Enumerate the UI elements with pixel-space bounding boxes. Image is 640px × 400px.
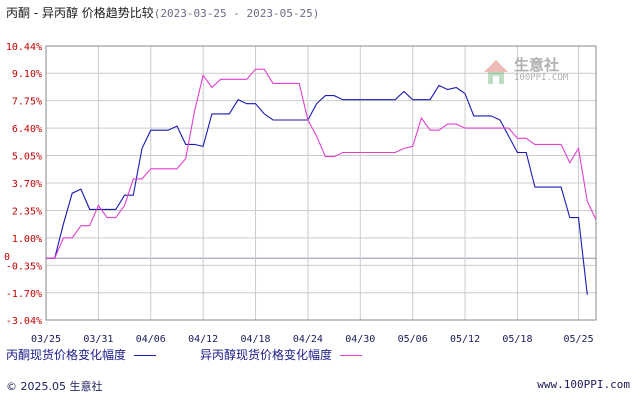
x-tick-label: 05/06 [398,334,428,345]
x-tick-label: 04/06 [136,334,166,345]
x-tick-label: 05/25 [563,334,593,345]
y-tick-label: 5.05% [12,152,42,163]
x-tick-label: 03/25 [31,334,61,345]
legend-swatch-1 [134,355,157,356]
y-tick-label: -0.35% [6,261,42,272]
footer-copyright: © 2025.05 生意社 [6,380,103,393]
footer-url: www.100PPI.com [537,378,630,391]
x-tick-label: 04/12 [188,334,218,345]
series-line-1 [46,84,588,295]
x-tick-label: 05/12 [450,334,480,345]
chart-title: 丙酮 - 异丙醇 价格趋势比较(2023-03-25 - 2023-05-25) [6,4,319,21]
y-tick-label: -1.70% [6,289,42,300]
legend-label-2: 异丙醇现货价格变化幅度 [200,348,333,362]
x-tick-label: 04/24 [293,334,323,345]
watermark-brand: 生意社 [514,56,560,74]
x-tick-label: 05/18 [502,334,532,345]
zero-label: 0 [4,252,10,263]
legend-swatch-2 [340,355,363,356]
series-line-2 [46,68,597,259]
watermark-logo: 生意社 100PPI.COM [480,54,590,92]
date-range: (2023-03-25 - 2023-05-25) [153,7,320,20]
y-tick-label: 3.70% [12,179,42,190]
y-tick-label: 1.00% [12,234,42,245]
legend-label-1: 丙酮现货价格变化幅度 [6,348,127,362]
legend-item-1: 丙酮现货价格变化幅度 [6,346,157,363]
tick-layer: 10.44% 9.10% 7.75% 6.40% 5.05% 3.70% 2.35% 1.00… [4,42,594,345]
y-tick-label: 7.75% [12,97,42,108]
x-tick-label: 04/18 [240,334,270,345]
y-tick-label: 2.35% [12,206,42,217]
watermark-site: 100PPI.COM [514,73,569,83]
legend-item-2: 异丙醇现货价格变化幅度 [200,346,363,363]
series-layer [46,68,597,295]
y-tick-label: -3.04% [6,316,42,327]
y-tick-label: 9.10% [12,69,42,80]
y-tick-label: 6.40% [12,124,42,135]
plot-border [45,45,597,321]
x-tick-label: 03/31 [83,334,113,345]
y-tick-label: 10.44% [6,42,42,53]
x-tick-label: 04/30 [345,334,375,345]
title-text: 丙酮 - 异丙醇 价格趋势比较 [6,6,154,20]
